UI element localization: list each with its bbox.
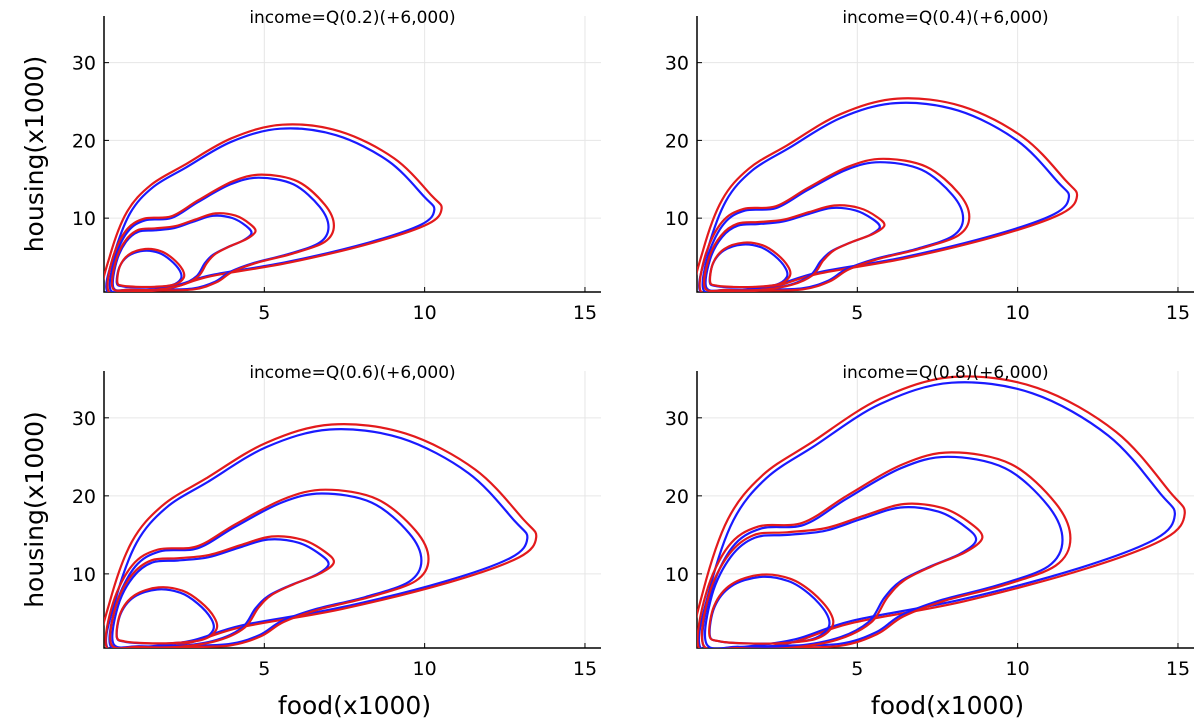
contour-group	[697, 97, 1079, 292]
subplot-title: income=Q(0.6)(+6,000)	[249, 363, 455, 383]
y-tick-label: 30	[665, 53, 689, 75]
y-tick-label: 20	[665, 130, 689, 152]
axes-spine	[696, 371, 1194, 649]
subplot-3: 5 10 15 10 20 30 income=Q(0.6)(+6,000) housing(…	[20, 363, 601, 720]
x-tick-label: 5	[258, 658, 270, 680]
x-tick-label: 5	[258, 302, 270, 324]
x-tick-label: 15	[573, 302, 597, 324]
contour-blue-level-1	[697, 381, 1176, 648]
y-tick-label: 30	[665, 408, 689, 430]
contour-blue-level-2	[701, 455, 1064, 648]
contour-red-level-2	[106, 173, 335, 292]
axes-spine	[696, 16, 1194, 293]
x-tick-label: 15	[1166, 658, 1190, 680]
y-tick-label: 10	[665, 208, 689, 230]
axes-spine	[103, 371, 601, 649]
subplot-title: income=Q(0.4)(+6,000)	[842, 8, 1048, 28]
y-axis-label: housing(x1000)	[20, 56, 49, 253]
x-tick-label: 10	[1006, 302, 1030, 324]
contour-red-level-3	[110, 212, 257, 292]
contour-red-level-1	[697, 97, 1079, 292]
contour-red-level-4	[115, 586, 219, 645]
x-tick-label: 10	[1006, 658, 1030, 680]
contour-red-level-1	[104, 423, 538, 648]
y-tick-label: 30	[72, 408, 96, 430]
contour-group	[104, 423, 538, 648]
contour-red-level-2	[698, 157, 971, 292]
contour-red-level-3	[703, 204, 886, 292]
contour-red-level-2	[104, 488, 430, 648]
subplot-2: 5 10 15 10 20 30 income=Q(0.4)(+6,000)	[665, 8, 1194, 324]
x-tick-label: 5	[851, 658, 863, 680]
contour-group	[104, 123, 443, 292]
x-tick-label: 15	[1166, 302, 1190, 324]
contour-blue-level-1	[104, 428, 529, 648]
contour-blue-level-2	[108, 492, 423, 648]
axes-spine	[103, 16, 601, 293]
x-tick-label: 5	[851, 302, 863, 324]
x-tick-label: 10	[413, 658, 437, 680]
contour-group	[697, 375, 1186, 648]
subplot-title: income=Q(0.8)(+6,000)	[842, 363, 1048, 383]
contour-blue-level-3	[703, 506, 978, 648]
y-tick-label: 20	[72, 130, 96, 152]
y-tick-label: 10	[72, 208, 96, 230]
subplot-title: income=Q(0.2)(+6,000)	[249, 8, 455, 28]
contour-red-level-4	[116, 247, 186, 289]
y-tick-label: 10	[665, 564, 689, 586]
x-tick-label: 10	[413, 302, 437, 324]
y-tick-label: 10	[72, 564, 96, 586]
x-axis-label: food(x1000)	[278, 691, 431, 720]
y-tick-label: 20	[665, 486, 689, 508]
contour-blue-level-1	[698, 101, 1071, 292]
contour-red-level-4	[708, 573, 835, 645]
contour-red-level-3	[700, 502, 984, 648]
y-tick-label: 20	[72, 486, 96, 508]
subplot-1: 5 10 15 10 20 30 income=Q(0.2)(+6,000) housing(…	[20, 8, 601, 324]
x-axis-label: food(x1000)	[871, 691, 1024, 720]
contour-red-level-1	[104, 123, 443, 292]
y-axis-label: housing(x1000)	[20, 411, 49, 608]
y-tick-label: 30	[72, 53, 96, 75]
subplot-4: 5 10 15 10 20 30 income=Q(0.8)(+6,000) food(x10…	[665, 363, 1194, 720]
contour-blue-level-3	[704, 206, 881, 292]
x-tick-label: 15	[573, 658, 597, 680]
contour-red-level-1	[697, 375, 1186, 648]
contour-red-level-4	[708, 241, 792, 289]
contour-red-level-2	[697, 451, 1072, 648]
contour-red-level-3	[109, 535, 335, 648]
